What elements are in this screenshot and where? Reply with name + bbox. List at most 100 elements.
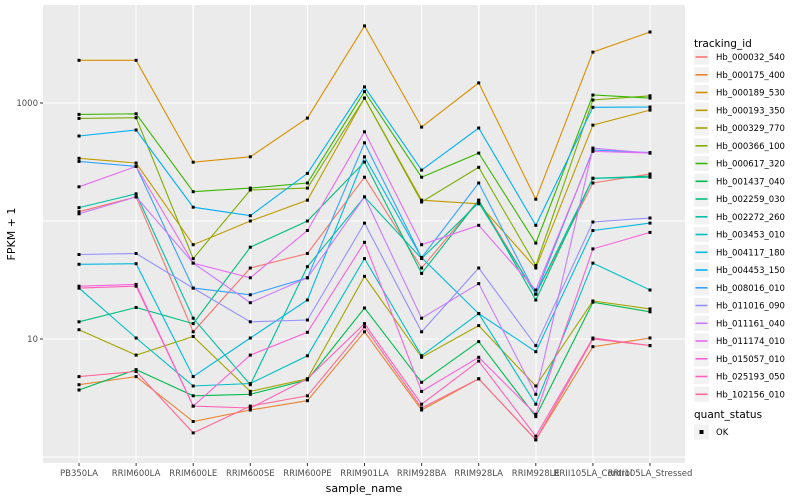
data-point-Hb_000366_100 (191, 257, 195, 261)
data-point-Hb_000189_530 (648, 30, 652, 34)
legend-item-label: Hb_025193_050 (716, 373, 785, 383)
legend-item-Hb_011016_090: Hb_011016_090 (694, 298, 785, 313)
data-point-Hb_000032_540 (77, 210, 81, 214)
data-point-Hb_011016_090 (648, 216, 652, 220)
data-point-Hb_000329_770 (191, 335, 195, 338)
data-point-Hb_015057_010 (591, 247, 595, 251)
legend-item-Hb_004453_150: Hb_004453_150 (694, 262, 785, 278)
data-point-Hb_004117_180 (191, 375, 195, 379)
data-point-Hb_004453_150 (591, 105, 595, 109)
legend-item-Hb_000617_320: Hb_000617_320 (694, 156, 785, 171)
data-point-Hb_000032_540 (363, 175, 366, 179)
legend-item-Hb_000032_540: Hb_000032_540 (694, 49, 785, 65)
data-point-Hb_004453_150 (134, 128, 138, 132)
data-point-Hb_011161_040 (591, 146, 595, 150)
data-point-Hb_004117_180 (477, 312, 481, 316)
data-point-Hb_003453_010 (363, 257, 366, 261)
data-point-Hb_000193_350 (420, 198, 424, 202)
data-point-Hb_004453_150 (534, 223, 538, 227)
data-point-Hb_001437_040 (477, 340, 481, 344)
data-point-Hb_004453_150 (648, 105, 652, 109)
data-point-Hb_000617_320 (363, 90, 366, 94)
legend-item-label: Hb_000193_350 (716, 106, 785, 116)
legend-item-label: Hb_000175_400 (716, 71, 785, 81)
data-point-Hb_002272_260 (305, 265, 309, 269)
data-point-Hb_011016_090 (363, 221, 366, 225)
data-point-Hb_025193_050 (477, 359, 481, 363)
data-point-Hb_000189_530 (191, 160, 195, 164)
data-point-Hb_011161_040 (77, 212, 81, 216)
data-point-Hb_003453_010 (420, 354, 424, 358)
plot-panel (43, 5, 685, 463)
legend-item-label: Hb_011174_010 (716, 337, 785, 347)
data-point-Hb_000366_100 (305, 186, 309, 190)
data-point-Hb_015057_010 (648, 230, 652, 234)
data-point-Hb_102156_010 (191, 431, 195, 435)
x-tick-label: RRIM600PE (283, 469, 331, 479)
x-axis-title: sample_name (326, 482, 403, 495)
data-point-Hb_002259_030 (477, 198, 481, 202)
data-point-Hb_002259_030 (363, 160, 366, 164)
data-point-Hb_002259_030 (248, 245, 252, 249)
legend-item-label: Hb_000032_540 (716, 53, 785, 63)
data-point-Hb_002272_260 (477, 201, 481, 205)
data-point-Hb_003453_010 (248, 382, 252, 385)
legend-item-label: Hb_008016_010 (716, 284, 785, 294)
data-point-Hb_025193_050 (77, 286, 81, 290)
data-point-Hb_011016_090 (248, 320, 252, 324)
data-point-Hb_000189_530 (305, 116, 309, 120)
data-point-Hb_000617_320 (305, 181, 309, 185)
data-point-Hb_002259_030 (534, 298, 538, 302)
legend-item-Hb_002259_030: Hb_002259_030 (694, 191, 785, 207)
data-point-Hb_011161_040 (305, 276, 309, 280)
data-point-Hb_102156_010 (305, 394, 309, 398)
legend-item-Hb_001437_040: Hb_001437_040 (694, 173, 785, 189)
data-point-Hb_011016_090 (77, 253, 81, 256)
data-point-Hb_001437_040 (363, 306, 366, 310)
data-point-Hb_011174_010 (77, 185, 81, 189)
data-point-Hb_011016_090 (477, 266, 481, 270)
data-point-Hb_000189_530 (477, 81, 481, 85)
data-point-Hb_000329_770 (363, 274, 366, 278)
data-point-Hb_001437_040 (420, 380, 424, 384)
legend-item-Hb_011161_040: Hb_011161_040 (694, 315, 785, 331)
data-point-Hb_000329_770 (534, 384, 538, 388)
data-point-Hb_004453_150 (305, 171, 309, 175)
x-tick-label: RRII105LA_Control (554, 469, 633, 479)
data-point-Hb_000189_530 (134, 58, 138, 62)
legend-item-label: Hb_011161_040 (716, 319, 785, 329)
data-point-Hb_002272_260 (591, 176, 595, 180)
data-point-Hb_025193_050 (248, 406, 252, 410)
data-point-Hb_000175_400 (134, 375, 138, 379)
data-point-Hb_011016_090 (534, 344, 538, 348)
data-point-Hb_000366_100 (77, 116, 81, 120)
data-point-Hb_003453_010 (134, 336, 138, 340)
data-point-Hb_000329_770 (248, 389, 252, 393)
legend-item-Hb_004117_180: Hb_004117_180 (694, 244, 785, 260)
data-point-Hb_015057_010 (534, 412, 538, 416)
data-point-Hb_011174_010 (591, 149, 595, 153)
data-point-Hb_004453_150 (420, 168, 424, 172)
x-tick-label: PB350LA (60, 469, 98, 479)
data-point-Hb_002259_030 (305, 219, 309, 223)
data-point-Hb_000617_320 (420, 175, 424, 179)
data-point-Hb_004453_150 (191, 205, 195, 209)
data-point-Hb_001437_040 (591, 300, 595, 304)
legend-item-label: Hb_001437_040 (716, 177, 785, 187)
data-point-Hb_011174_010 (363, 130, 366, 134)
data-point-Hb_008016_010 (77, 159, 81, 163)
data-point-Hb_000189_530 (534, 197, 538, 201)
data-point-Hb_011016_090 (134, 252, 138, 255)
legend-item-Hb_015057_010: Hb_015057_010 (694, 351, 785, 367)
legend-item-Hb_011174_010: Hb_011174_010 (694, 333, 785, 349)
legend-item-Hb_008016_010: Hb_008016_010 (694, 280, 785, 296)
data-point-Hb_011161_040 (534, 392, 538, 396)
legend-item-label: Hb_004117_180 (716, 248, 785, 258)
quant-status-label: OK (716, 428, 729, 438)
x-tick-label: RRIM901LA (340, 469, 389, 479)
data-point-Hb_000189_530 (591, 50, 595, 54)
legend-item-Hb_000329_770: Hb_000329_770 (694, 120, 785, 136)
data-point-Hb_025193_050 (191, 404, 195, 408)
